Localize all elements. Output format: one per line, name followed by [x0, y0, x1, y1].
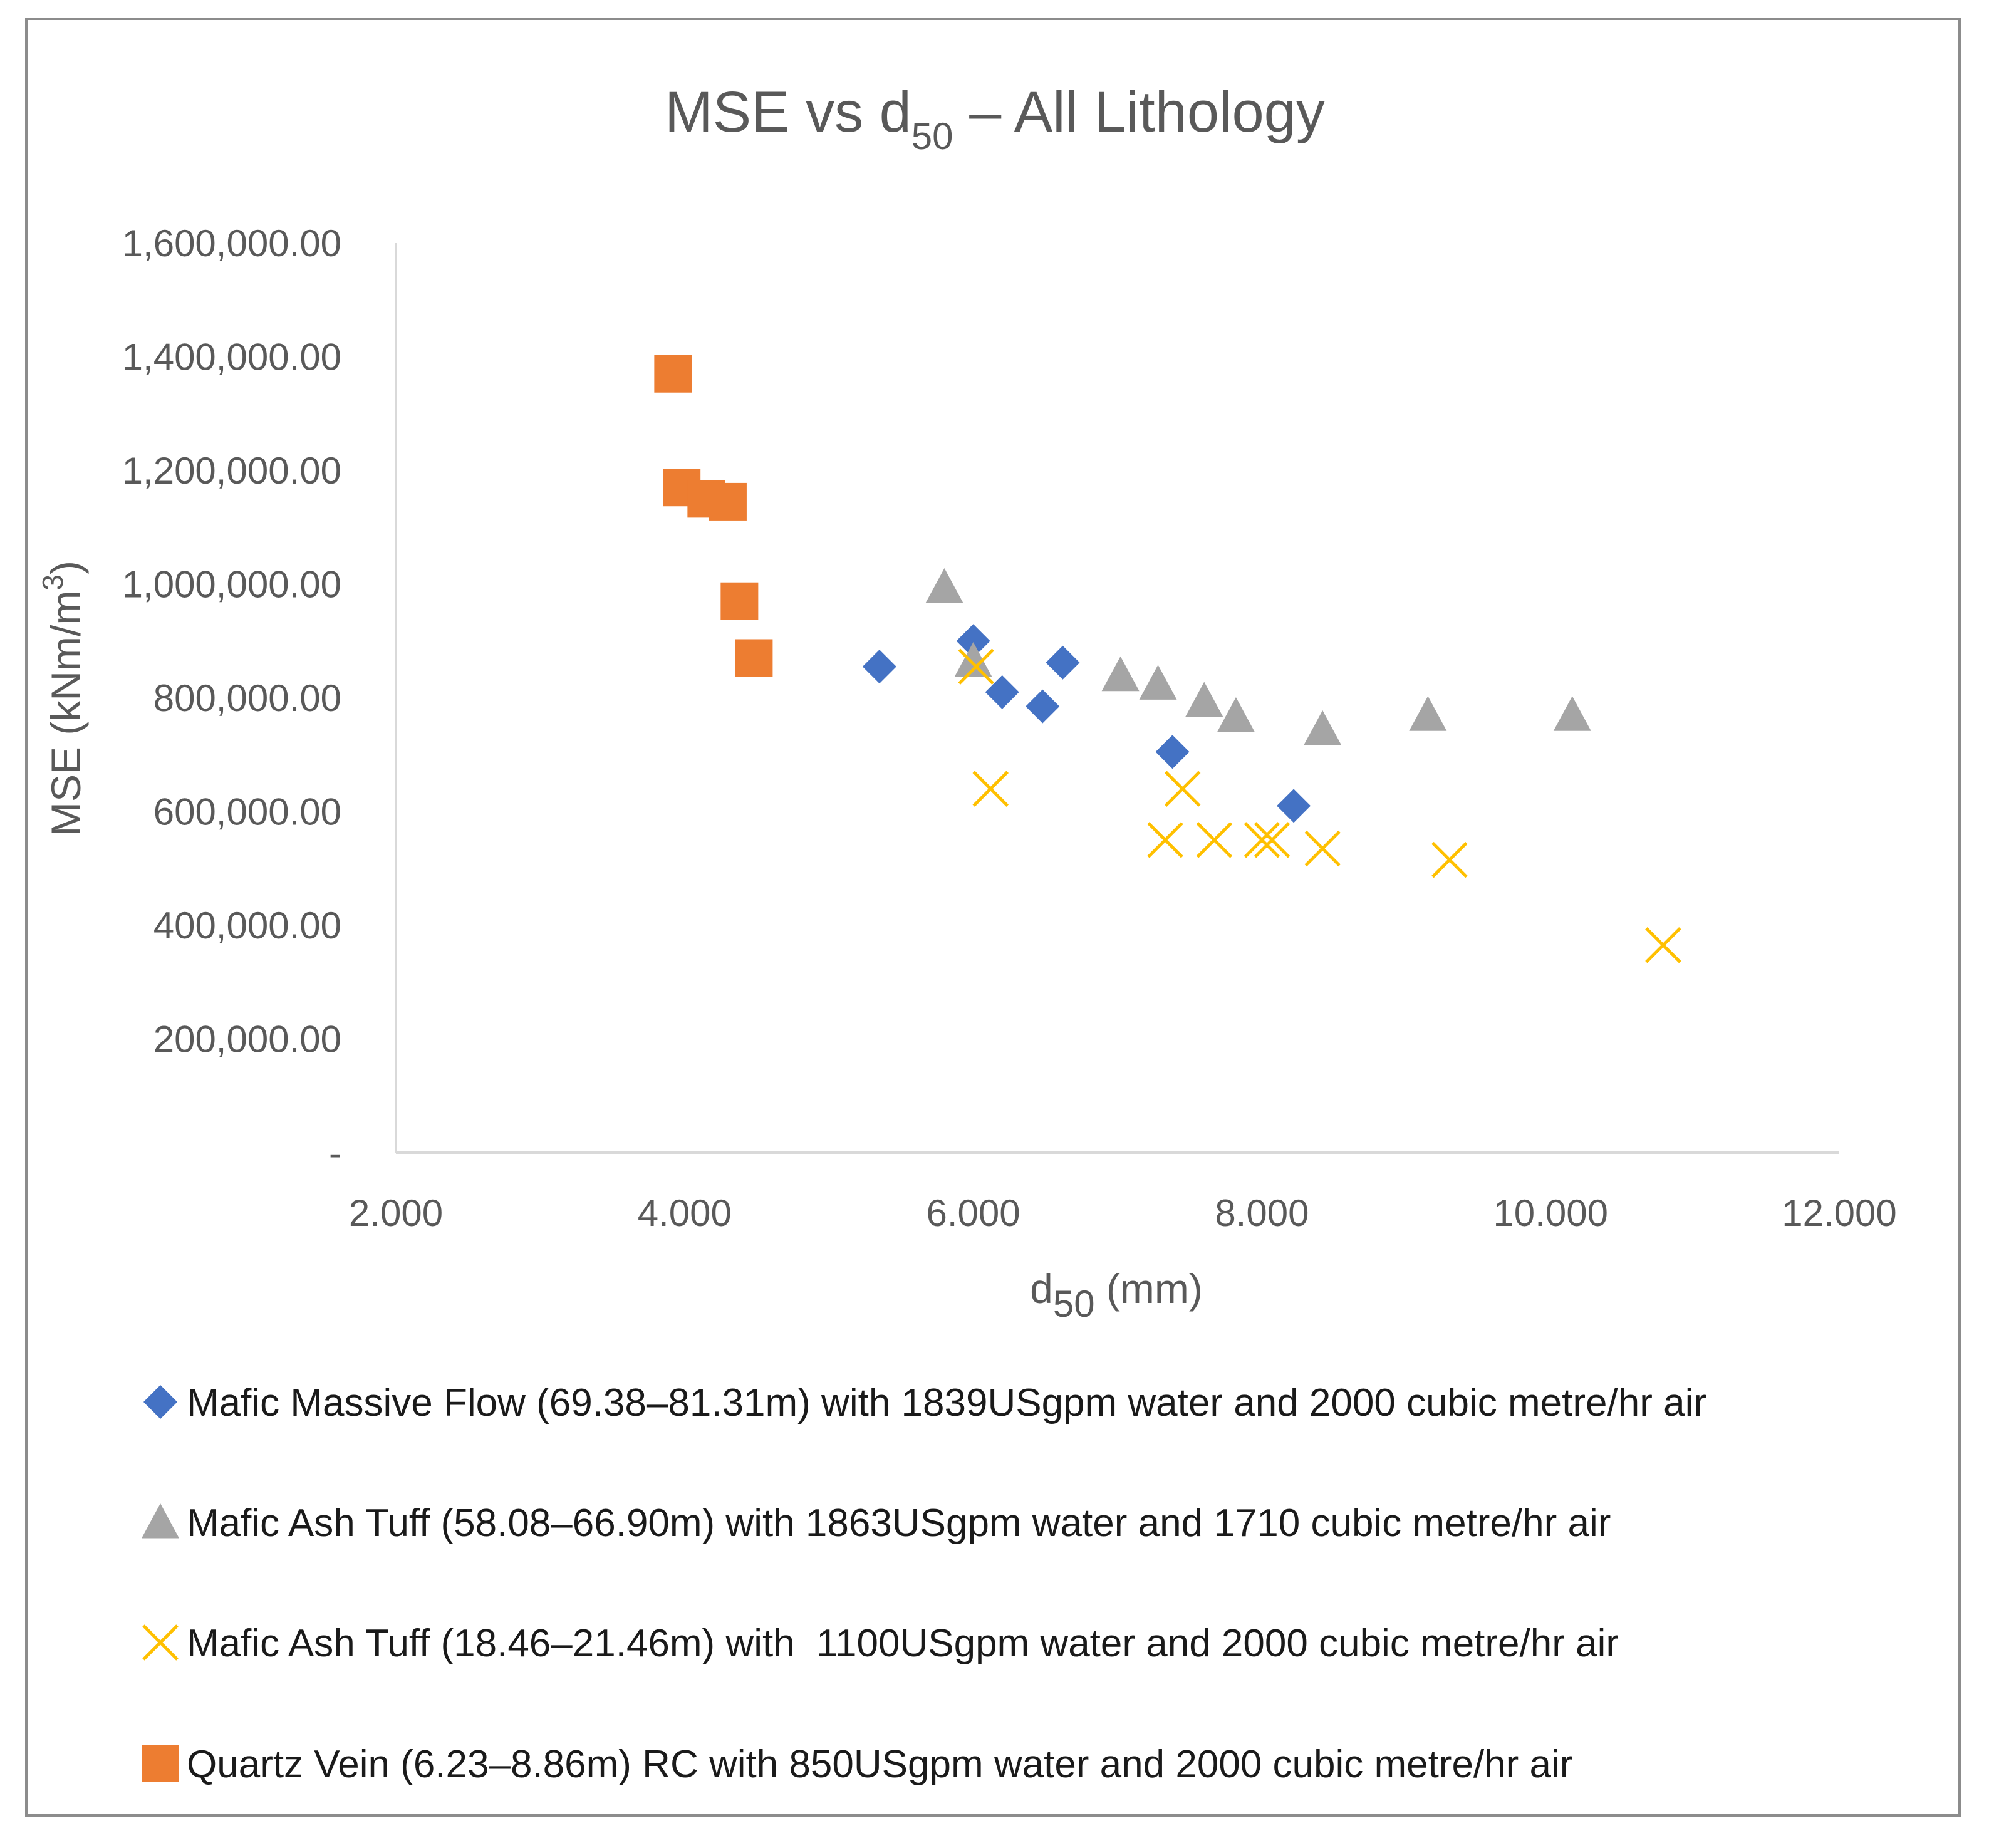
- data-point-series-2: [1139, 665, 1177, 700]
- legend-label: Mafic Massive Flow (69.38–81.31m) with 1…: [187, 1381, 1706, 1425]
- y-tick-label: 1,400,000.00: [122, 336, 341, 378]
- data-point-series-2: [1217, 697, 1255, 732]
- data-point-series-2: [954, 642, 992, 677]
- x-tick-label: 10.000: [1493, 1192, 1608, 1234]
- y-axis-title: MSE (kNm/m3): [36, 561, 89, 836]
- data-point-series-3: [972, 771, 1009, 807]
- data-point-series-1: [1277, 789, 1311, 823]
- axes: [395, 243, 1839, 1154]
- x-tick-label: 4.000: [638, 1192, 732, 1234]
- y-tick-label: 1,000,000.00: [122, 564, 341, 606]
- chart-title: MSE vs d50 – All Lithology: [665, 80, 1325, 157]
- x-tick-label: 12.000: [1782, 1192, 1897, 1234]
- x-tick-label: 2.000: [349, 1192, 443, 1234]
- data-point-series-1: [1046, 645, 1080, 680]
- data-point-series-4: [654, 355, 692, 393]
- data-point-series-4: [720, 582, 759, 620]
- data-point-series-3: [1254, 822, 1291, 858]
- data-point-series-3: [1147, 822, 1183, 858]
- y-tick-label: 1,200,000.00: [122, 450, 341, 492]
- data-point-series-3: [1196, 822, 1233, 858]
- data-point-series-3: [1645, 927, 1681, 963]
- legend-marker-square-icon: [142, 1745, 179, 1782]
- y-tick-label: 200,000.00: [153, 1019, 341, 1061]
- data-point-series-4: [709, 482, 747, 521]
- y-tick-labels: - 200,000.00 400,000.00 600,000.00 800,000.0…: [122, 222, 341, 1174]
- x-tick-labels: 2.000 4.000 6.000 8.000 10.000 12.000: [349, 1192, 1897, 1234]
- data-point-series-3: [1244, 822, 1280, 858]
- legend-marker-triangle-icon: [142, 1503, 179, 1539]
- y-tick-label: -: [329, 1132, 341, 1174]
- y-tick-label: 400,000.00: [153, 905, 341, 947]
- data-point-series-1: [1026, 689, 1060, 724]
- x-tick-label: 6.000: [927, 1192, 1020, 1234]
- y-tick-label: 1,600,000.00: [122, 222, 341, 264]
- y-tick-label: 600,000.00: [153, 791, 341, 833]
- data-point-series-1: [862, 650, 896, 684]
- data-point-series-2: [1409, 696, 1447, 731]
- data-point-series-1: [956, 624, 990, 658]
- legend-marker-diamond-icon: [143, 1385, 177, 1419]
- data-point-series-1: [985, 675, 1019, 709]
- chart-frame: [25, 18, 1961, 1817]
- data-point-series-3: [1431, 841, 1468, 878]
- y-tick-label: 800,000.00: [153, 677, 341, 719]
- data-point-series-2: [1185, 682, 1223, 717]
- legend-label: Quartz Vein (6.23–8.86m) RC with 850USgp…: [187, 1743, 1572, 1786]
- plot-marks: [654, 355, 1681, 963]
- legend-label: Mafic Ash Tuff (18.46–21.46m) with 1100U…: [187, 1622, 1619, 1665]
- data-point-series-3: [1304, 830, 1341, 867]
- x-tick-label: 8.000: [1215, 1192, 1309, 1234]
- data-point-series-2: [925, 568, 963, 603]
- data-point-series-2: [1101, 656, 1140, 692]
- data-point-series-1: [1155, 735, 1190, 769]
- legend-marker-x-icon: [142, 1624, 179, 1661]
- legend: Mafic Massive Flow (69.38–81.31m) with 1…: [142, 1381, 1706, 1786]
- data-point-series-4: [735, 639, 773, 677]
- data-point-series-3: [958, 648, 994, 685]
- data-point-series-2: [1304, 710, 1342, 745]
- data-point-series-2: [1553, 696, 1591, 731]
- x-axis-title: d50 (mm): [1030, 1265, 1203, 1325]
- legend-label: Mafic Ash Tuff (58.08–66.90m) with 1863U…: [187, 1502, 1611, 1545]
- data-point-series-3: [1164, 771, 1201, 807]
